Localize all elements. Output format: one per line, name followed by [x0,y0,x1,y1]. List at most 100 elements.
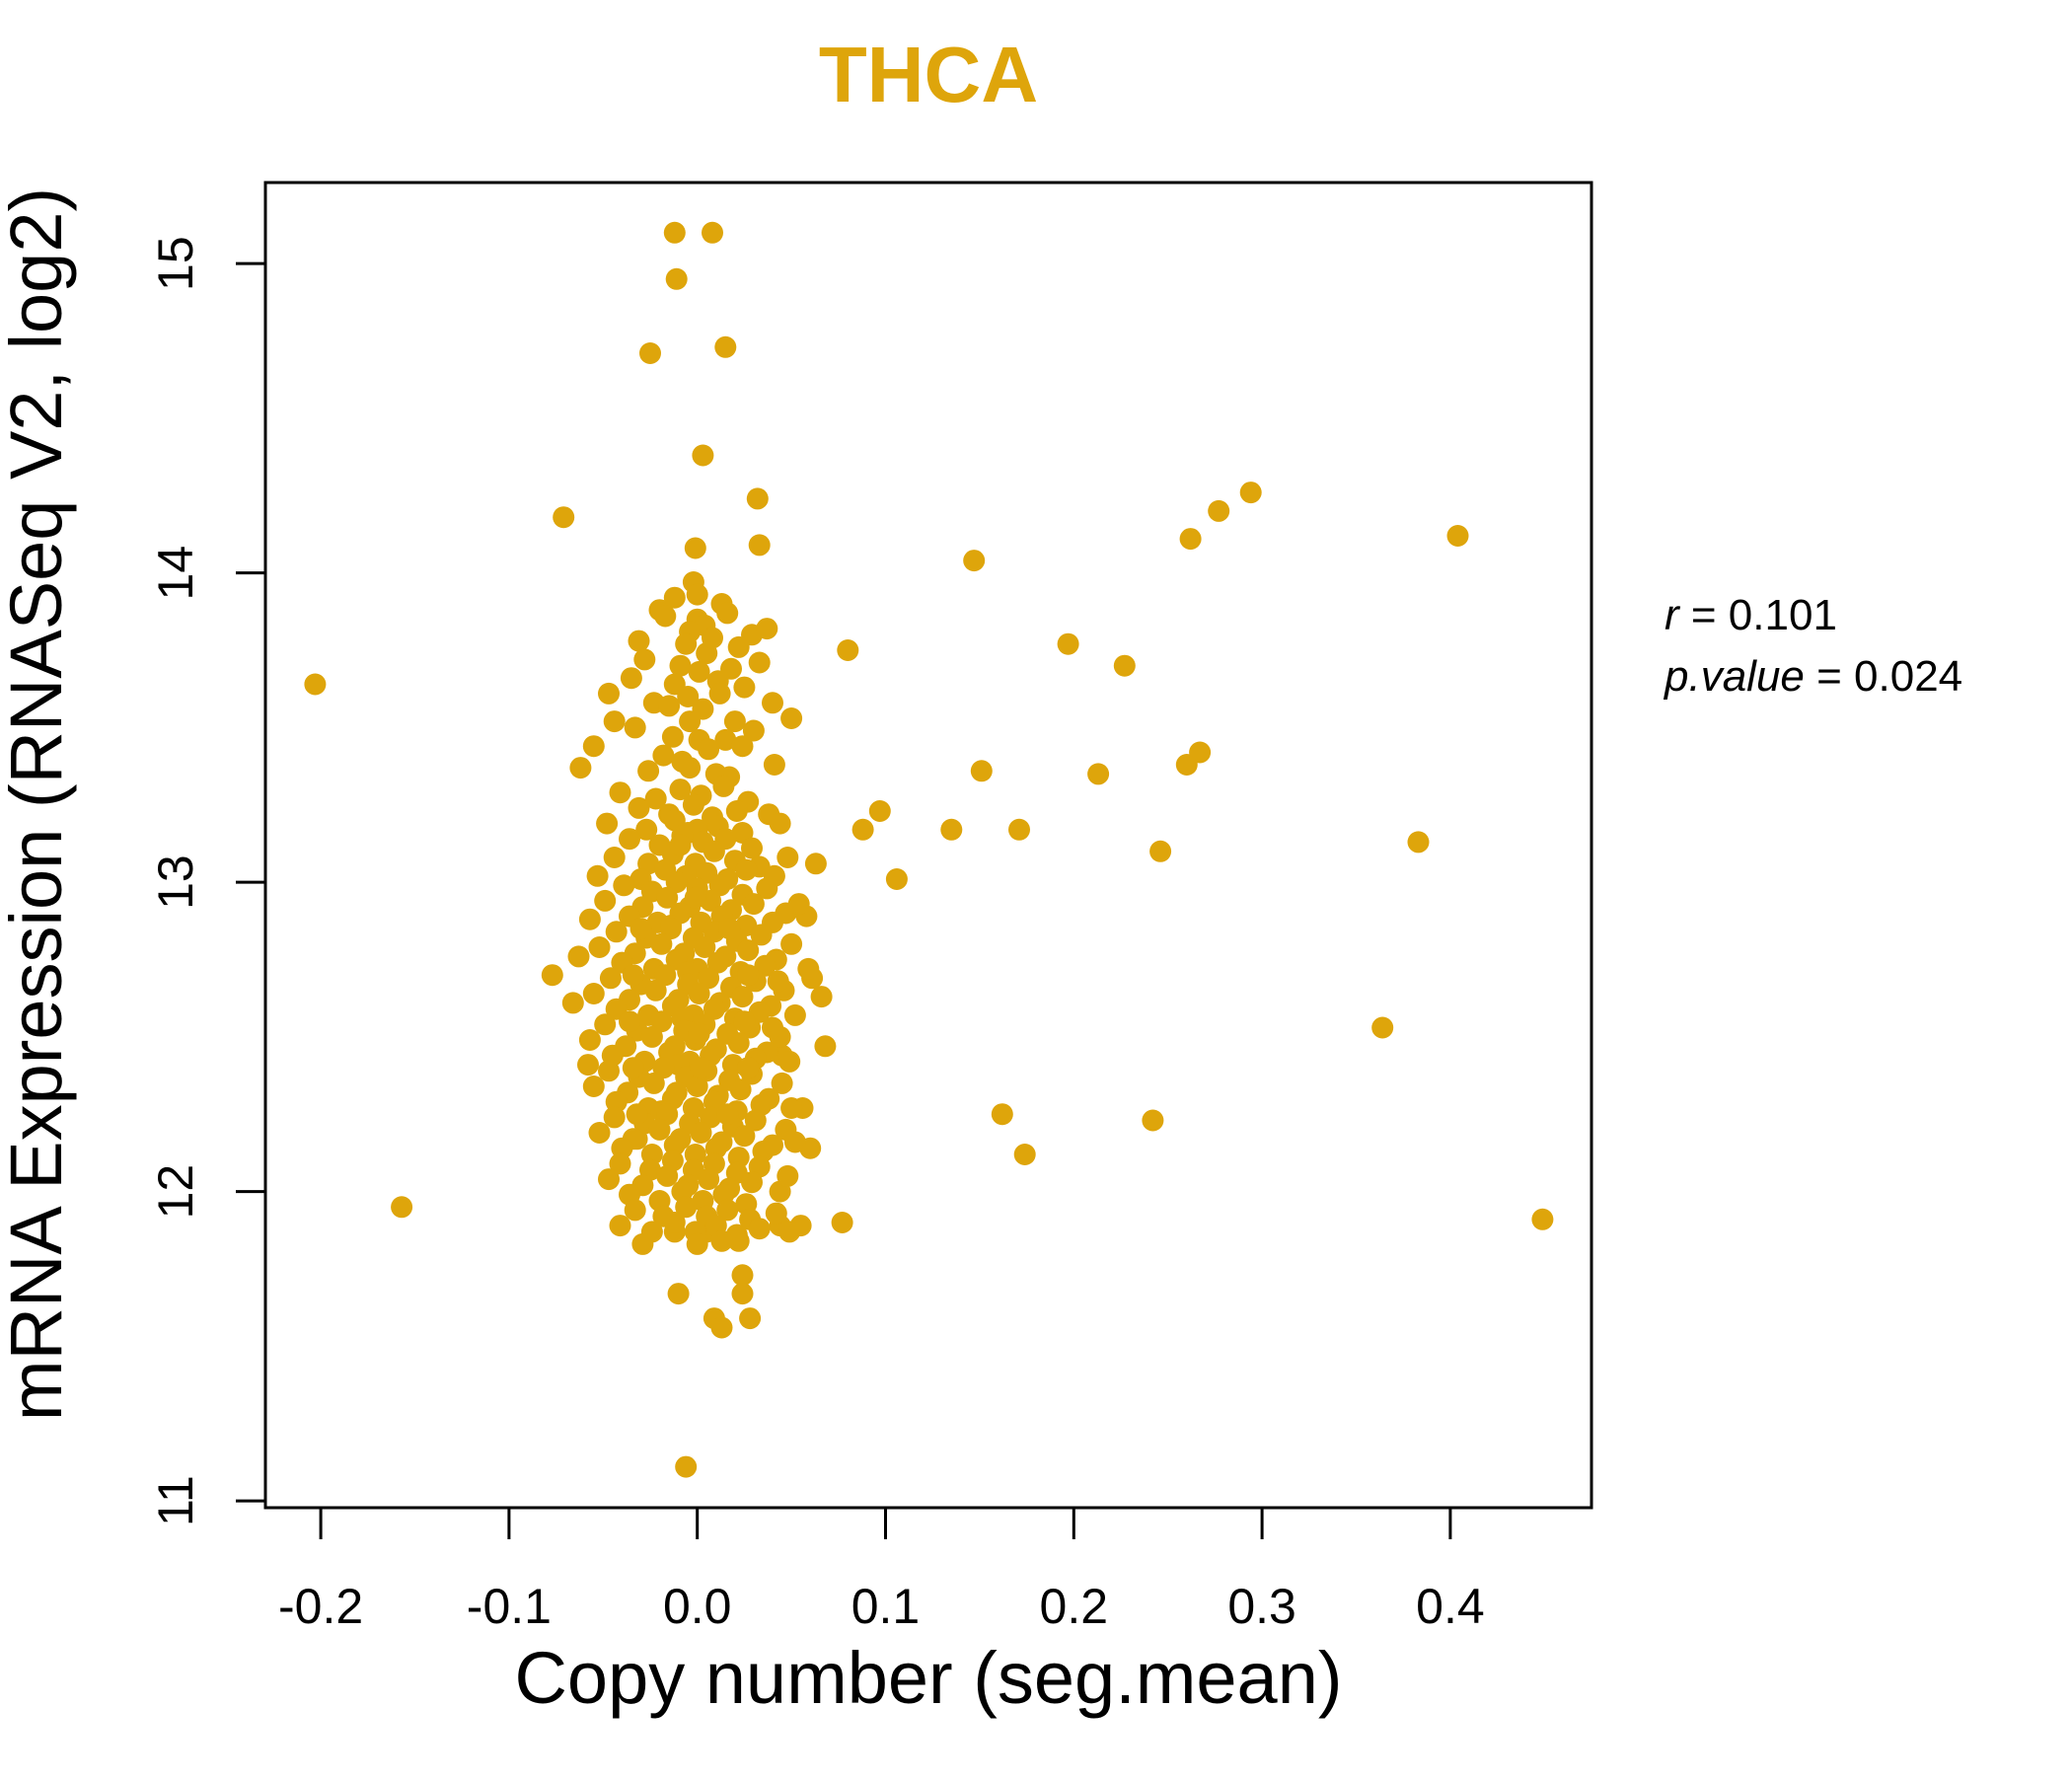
data-point [787,893,810,916]
data-point [763,754,785,776]
data-point [797,957,820,980]
data-point [783,1131,806,1153]
data-point [304,673,327,696]
data-point [677,686,700,707]
data-point [567,945,590,968]
data-point [609,1152,631,1175]
data-point [663,586,686,609]
x-axis-ticks: -0.2 -0.1 0.0 0.1 0.2 0.3 0.4 [278,1508,1485,1634]
data-point [598,1060,620,1082]
data-point [688,983,710,1004]
data-point [692,698,714,720]
data-point [742,893,765,916]
data-point [609,1215,631,1237]
annotation-pvalue-value: = 0.024 [1805,652,1962,701]
data-point [1531,1208,1554,1230]
data-point [780,707,803,729]
data-point [1407,831,1430,853]
data-point [741,837,763,859]
data-point [710,1316,733,1339]
data-point [703,840,725,862]
y-tick-label: 11 [148,1475,203,1526]
data-point [624,716,646,739]
data-point [629,918,652,940]
data-point [667,1283,690,1305]
data-point [744,1109,767,1132]
data-point [588,1122,611,1144]
plot-box [263,181,1593,1510]
data-point [690,1057,712,1079]
data-point [733,676,756,699]
data-point [756,618,778,640]
data-point [663,221,686,244]
data-point [642,1072,665,1094]
data-point [698,738,720,761]
y-axis-label: mRNA Expression (RNASeq V2, log2) [0,187,77,1421]
data-point [1208,499,1230,522]
data-point [729,1078,752,1101]
data-point [733,1010,756,1033]
data-point [633,648,656,671]
data-point [1371,1016,1394,1039]
data-point [1057,632,1079,655]
data-point [762,692,783,714]
data-point [613,874,635,897]
data-point [648,1118,671,1141]
annotation-pvalue-var: p.value [1663,652,1805,701]
x-tick-label: 0.2 [1040,1579,1109,1634]
data-point [619,1010,640,1033]
data-point [720,657,742,680]
annotation-r-var: r [1665,591,1681,639]
data-point [1113,654,1136,677]
data-point [777,1164,799,1187]
data-points-layer [304,221,1554,1478]
data-point [688,1022,710,1045]
x-tick-label: 0.1 [851,1579,921,1634]
data-point [970,760,993,782]
data-point [810,986,833,1008]
data-point [603,710,626,733]
data-point [637,760,660,782]
data-point [1008,818,1030,841]
y-tick-label: 12 [148,1164,203,1220]
data-point [635,818,658,841]
data-point [780,1097,803,1119]
data-point [769,812,791,835]
data-point [582,1076,605,1097]
data-point [698,1168,720,1191]
data-point [578,1029,601,1051]
data-point [1189,741,1212,764]
data-point [765,1202,787,1224]
data-point [620,667,642,690]
data-point [541,964,563,987]
data-point [712,775,735,797]
data-point [656,1164,679,1187]
annotation-r-value: = 0.101 [1679,591,1837,639]
data-point [1087,763,1110,785]
data-point [837,639,859,661]
data-point [665,267,688,290]
data-point [675,632,698,655]
data-point [723,710,746,733]
data-point [778,1221,801,1243]
data-point [716,1103,739,1126]
data-point [731,1264,754,1287]
data-point [599,967,622,990]
data-point [631,1232,654,1255]
data-point [714,728,737,751]
data-point [669,654,692,677]
data-point [777,847,799,868]
data-point [741,1171,763,1194]
data-point [656,886,679,909]
data-point [586,864,609,887]
x-tick-label: -0.2 [278,1579,363,1634]
data-point [727,635,750,658]
data-point [702,221,723,244]
data-point [682,793,704,816]
y-tick-label: 14 [148,546,203,601]
data-point [578,908,601,930]
data-point [851,818,874,841]
y-tick-label: 13 [148,854,203,910]
data-point [663,1212,686,1233]
